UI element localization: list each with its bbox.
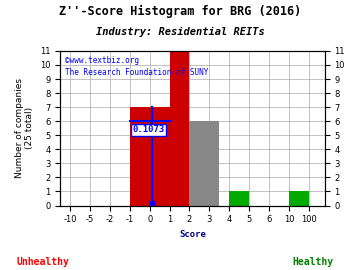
Y-axis label: Number of companies
(25 total): Number of companies (25 total) — [15, 78, 35, 178]
Text: Unhealthy: Unhealthy — [17, 257, 69, 267]
Bar — [289, 191, 309, 205]
Text: Z''-Score Histogram for BRG (2016): Z''-Score Histogram for BRG (2016) — [59, 5, 301, 18]
Text: The Research Foundation of SUNY: The Research Foundation of SUNY — [66, 68, 209, 77]
Bar — [189, 121, 219, 205]
Text: ©www.textbiz.org: ©www.textbiz.org — [66, 56, 139, 65]
Bar — [170, 51, 189, 205]
Text: Industry: Residential REITs: Industry: Residential REITs — [96, 27, 264, 37]
Bar — [229, 191, 249, 205]
X-axis label: Score: Score — [179, 230, 206, 239]
Text: Healthy: Healthy — [293, 257, 334, 267]
Bar — [130, 107, 170, 205]
Text: 0.1073: 0.1073 — [133, 125, 165, 134]
